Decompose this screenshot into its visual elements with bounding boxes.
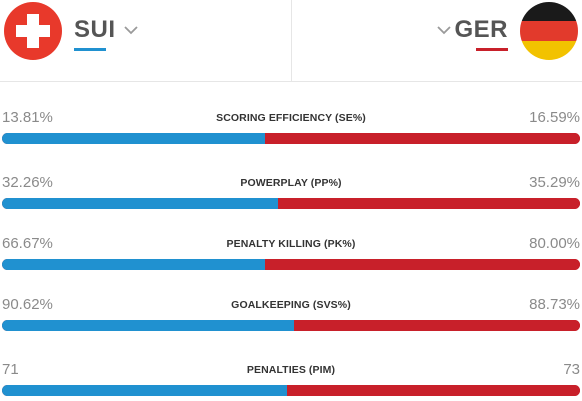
- chevron-down-icon[interactable]: [436, 22, 452, 38]
- stat-row: 90.62% GOALKEEPING (SVS%) 88.73%: [0, 296, 582, 336]
- chevron-down-icon[interactable]: [123, 22, 139, 38]
- stat-label: POWERPLAY (PP%): [240, 177, 342, 189]
- stat-row: 32.26% POWERPLAY (PP%) 35.29%: [0, 174, 582, 214]
- away-share-bar: [265, 259, 580, 270]
- stat-row: 13.81% SCORING EFFICIENCY (SE%) 16.59%: [0, 109, 582, 149]
- team-header: SUI GER: [0, 0, 582, 82]
- away-stat-value: 16.59%: [529, 109, 580, 126]
- home-team-code: SUI: [74, 16, 116, 43]
- home-share-bar: [2, 259, 265, 270]
- away-team-selector[interactable]: GER: [291, 0, 582, 82]
- away-stat-value: 88.73%: [529, 296, 580, 313]
- away-stat-value: 80.00%: [529, 235, 580, 252]
- home-share-bar: [2, 320, 294, 331]
- home-stat-value: 32.26%: [2, 174, 53, 191]
- stat-label: GOALKEEPING (SVS%): [231, 299, 351, 311]
- stat-comparison-bar: [2, 133, 580, 144]
- home-stat-value: 13.81%: [2, 109, 53, 126]
- away-share-bar: [278, 198, 580, 209]
- away-team-code: GER: [454, 16, 508, 43]
- stat-comparison-bar: [2, 385, 580, 396]
- germany-flag-icon: [520, 2, 578, 60]
- home-share-bar: [2, 385, 287, 396]
- away-stat-value: 73: [563, 361, 580, 378]
- home-stat-value: 71: [2, 361, 19, 378]
- stat-label: PENALTIES (PIM): [246, 364, 336, 376]
- home-share-bar: [2, 133, 265, 144]
- away-share-bar: [293, 320, 580, 331]
- away-team-underline: [476, 48, 508, 51]
- stat-comparison-bar: [2, 198, 580, 209]
- away-stat-value: 35.29%: [529, 174, 580, 191]
- stat-comparison-bar: [2, 320, 580, 331]
- away-share-bar: [265, 133, 580, 144]
- stat-comparison-bar: [2, 259, 580, 270]
- home-team-underline: [74, 48, 106, 51]
- stat-row: 66.67% PENALTY KILLING (PK%) 80.00%: [0, 235, 582, 275]
- stat-label: SCORING EFFICIENCY (SE%): [216, 112, 366, 124]
- switzerland-flag-icon: [4, 2, 62, 60]
- home-share-bar: [2, 198, 279, 209]
- away-share-bar: [286, 385, 580, 396]
- stat-row: 71 PENALTIES (PIM) 73: [0, 361, 582, 401]
- home-team-selector[interactable]: SUI: [0, 0, 290, 82]
- home-stat-value: 90.62%: [2, 296, 53, 313]
- stat-label: PENALTY KILLING (PK%): [226, 238, 356, 250]
- home-stat-value: 66.67%: [2, 235, 53, 252]
